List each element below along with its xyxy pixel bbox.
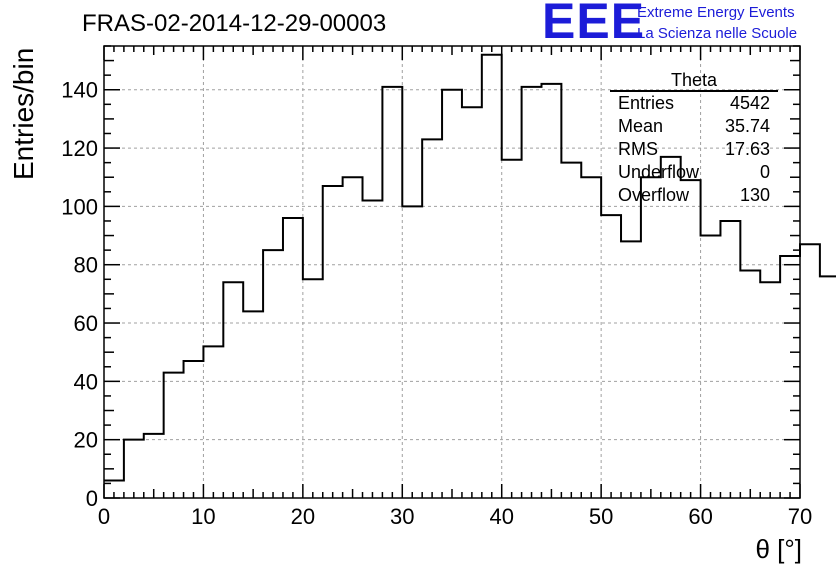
histogram-bin	[303, 279, 323, 498]
x-tick-label: 30	[390, 504, 414, 529]
y-tick-label: 20	[74, 428, 98, 453]
histogram-bin	[701, 236, 721, 498]
histogram-bin	[124, 440, 144, 498]
stats-row-mean: Mean 35.74	[610, 115, 778, 138]
x-tick-label: 50	[589, 504, 613, 529]
histogram-bin	[382, 87, 402, 498]
x-tick-label: 40	[489, 504, 513, 529]
stats-value: 4542	[729, 93, 770, 113]
histogram-bin	[740, 271, 760, 498]
histogram-bin	[184, 361, 204, 498]
y-axis-label: Entries/bin	[8, 47, 39, 180]
y-tick-label: 80	[74, 253, 98, 278]
logo-line-1: Extreme Energy Events	[637, 4, 795, 21]
stats-label: Mean	[618, 116, 664, 136]
x-tick-label: 20	[291, 504, 315, 529]
histogram-bin	[164, 373, 184, 498]
histogram-bin	[144, 434, 164, 498]
histogram-bin	[780, 256, 800, 498]
y-tick-label: 140	[61, 78, 98, 103]
histogram-bin	[402, 206, 422, 498]
stats-row-underflow: Underflow 0	[610, 161, 778, 184]
histogram-bin	[601, 215, 621, 498]
stats-label: Underflow	[618, 162, 700, 182]
x-tick-label: 70	[788, 504, 812, 529]
histogram-bin	[422, 139, 442, 498]
histogram-bin	[561, 163, 581, 498]
histogram-bin	[323, 186, 343, 498]
stats-row-entries: Entries 4542	[610, 92, 778, 115]
histogram-bin	[263, 250, 283, 498]
histogram-bin	[203, 346, 223, 498]
y-tick-label: 60	[74, 311, 98, 336]
y-tick-label: 100	[61, 194, 98, 219]
stats-value: 17.63	[724, 139, 770, 159]
histogram-bin	[343, 177, 363, 498]
histogram-bin	[363, 201, 383, 498]
stats-row-rms: RMS 17.63	[610, 138, 778, 161]
histogram-bin	[641, 177, 661, 498]
y-tick-label: 120	[61, 136, 98, 161]
histogram-bin	[820, 276, 836, 498]
stats-value: 35.74	[724, 116, 770, 136]
x-axis-label: θ [°]	[755, 534, 802, 564]
histogram-bin	[661, 157, 681, 498]
y-tick-label: 40	[74, 369, 98, 394]
x-tick-label: 60	[688, 504, 712, 529]
stats-label: Overflow	[618, 185, 690, 205]
histogram-bin	[223, 282, 243, 498]
stats-value: 130	[739, 185, 770, 205]
stats-row-overflow: Overflow 130	[610, 184, 778, 207]
histogram-bin	[581, 177, 601, 498]
histogram-bin	[760, 282, 780, 498]
stats-label: Entries	[618, 93, 675, 113]
histogram-bin	[502, 160, 522, 498]
y-tick-label: 0	[86, 486, 98, 511]
logo-line-2: La Scienza nelle Scuole	[637, 25, 798, 42]
histogram-bin	[720, 221, 740, 498]
histogram-bin	[283, 218, 303, 498]
stats-label: RMS	[618, 139, 658, 159]
page-title: FRAS-02-2014-12-29-00003	[82, 10, 387, 37]
x-tick-label: 10	[191, 504, 215, 529]
histogram-line	[104, 53, 836, 482]
histogram-bin	[621, 241, 641, 498]
histogram-bin	[800, 244, 820, 498]
x-tick-label: 0	[98, 504, 110, 529]
histogram-bin	[442, 90, 462, 498]
histogram-bin	[243, 311, 263, 498]
histogram-bin	[482, 55, 502, 498]
eee-logo: EEE	[542, 0, 646, 49]
histogram-bin	[462, 107, 482, 498]
stats-box: Theta Entries 4542 Mean 35.74 RMS 17.63 …	[610, 70, 778, 207]
stats-value: 0	[759, 162, 770, 182]
histogram-bin	[681, 180, 701, 498]
histogram-bin	[541, 84, 561, 498]
stats-title: Theta	[610, 70, 778, 92]
histogram-bin	[522, 87, 542, 498]
